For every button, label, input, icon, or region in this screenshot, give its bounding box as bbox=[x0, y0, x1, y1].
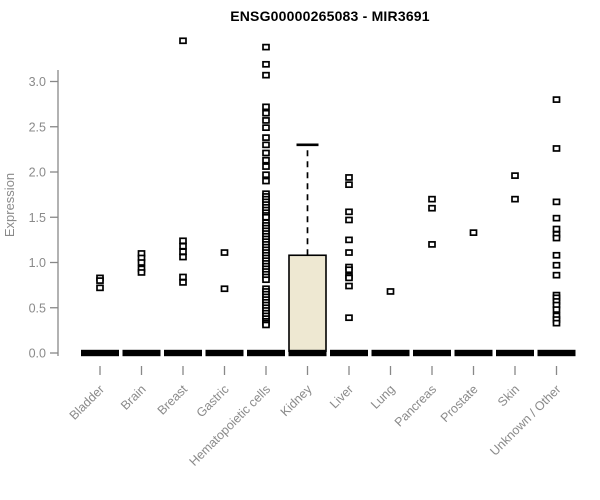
data-point bbox=[552, 251, 561, 259]
data-point bbox=[345, 314, 353, 322]
data-point bbox=[262, 163, 270, 170]
x-axis-category-label: Bladder bbox=[67, 382, 107, 422]
data-point bbox=[179, 248, 187, 255]
y-axis-tick-label: 0.0 bbox=[29, 347, 46, 361]
median-zero-bar bbox=[205, 349, 244, 357]
data-point bbox=[345, 174, 353, 181]
data-point bbox=[262, 43, 270, 51]
y-axis-tick-label: 2.0 bbox=[29, 166, 46, 180]
median-zero-bar bbox=[454, 349, 493, 357]
data-point bbox=[552, 306, 561, 313]
y-axis-tick-label: 0.5 bbox=[29, 301, 46, 315]
x-axis-category-label: Prostate bbox=[438, 382, 481, 425]
x-axis-category-label: Breast bbox=[155, 382, 191, 418]
data-point bbox=[262, 60, 270, 68]
x-axis-category-label: Hematopoietic cells bbox=[187, 382, 274, 469]
data-point bbox=[552, 145, 561, 152]
data-point bbox=[179, 237, 187, 245]
data-point bbox=[428, 195, 436, 203]
x-axis-category-label: Pancreas bbox=[392, 382, 439, 429]
data-point bbox=[345, 236, 353, 244]
data-point bbox=[179, 279, 187, 286]
data-point bbox=[552, 198, 561, 206]
median-zero-bar bbox=[247, 349, 285, 357]
x-axis-category-label: Lung bbox=[368, 382, 398, 412]
data-point bbox=[262, 149, 270, 157]
data-point bbox=[552, 234, 561, 242]
x-axis-category-label: Unknown / Other bbox=[487, 382, 563, 458]
x-axis-category-label: Kidney bbox=[278, 382, 315, 419]
x-axis-category-label: Brain bbox=[118, 382, 149, 413]
data-point bbox=[345, 208, 353, 216]
median-zero-bar bbox=[371, 349, 410, 357]
data-point bbox=[262, 134, 270, 141]
data-point bbox=[511, 195, 519, 203]
data-point bbox=[262, 156, 270, 164]
median-zero-bar bbox=[122, 349, 161, 357]
x-axis-category-label: Liver bbox=[327, 382, 356, 411]
y-axis-tick-label: 1.0 bbox=[29, 256, 46, 270]
median-zero-bar bbox=[496, 349, 534, 357]
data-point bbox=[552, 96, 561, 103]
data-point bbox=[220, 249, 229, 256]
data-point bbox=[345, 266, 353, 274]
data-point bbox=[428, 204, 436, 212]
x-axis-category-label: Gastric bbox=[194, 382, 232, 420]
data-point bbox=[262, 117, 270, 124]
y-axis-tick-label: 1.5 bbox=[29, 211, 46, 225]
data-point bbox=[96, 284, 104, 292]
median-zero-bar bbox=[81, 349, 119, 357]
data-point bbox=[137, 269, 146, 276]
data-point bbox=[511, 172, 519, 179]
median-zero-bar bbox=[164, 349, 202, 357]
data-point bbox=[469, 229, 478, 236]
data-point bbox=[262, 71, 270, 79]
data-point bbox=[262, 177, 270, 185]
data-point bbox=[96, 277, 104, 284]
data-point bbox=[345, 274, 353, 282]
median-zero-bar bbox=[537, 349, 576, 357]
data-point bbox=[262, 141, 270, 149]
data-point bbox=[179, 37, 187, 45]
data-point bbox=[428, 241, 436, 248]
data-point bbox=[552, 225, 561, 233]
data-point bbox=[179, 253, 187, 261]
data-point bbox=[386, 288, 395, 295]
data-point bbox=[552, 319, 561, 327]
data-point bbox=[262, 321, 270, 329]
data-point bbox=[262, 276, 270, 284]
data-point bbox=[345, 249, 353, 256]
median-zero-bar bbox=[288, 349, 327, 357]
x-axis-category-label: Skin bbox=[495, 382, 522, 409]
data-point bbox=[262, 109, 270, 117]
data-point bbox=[262, 103, 270, 111]
data-point bbox=[552, 271, 561, 279]
median-zero-bar bbox=[330, 349, 368, 357]
data-point bbox=[179, 242, 187, 250]
data-point bbox=[262, 213, 270, 221]
data-point bbox=[345, 181, 353, 189]
y-axis-tick-label: 3.0 bbox=[29, 75, 46, 89]
data-point bbox=[262, 171, 270, 179]
box-iqr bbox=[288, 254, 327, 352]
data-point bbox=[220, 285, 229, 293]
y-axis-tick-label: 2.5 bbox=[29, 120, 46, 134]
data-point bbox=[137, 259, 146, 266]
data-point bbox=[179, 273, 187, 281]
data-point bbox=[552, 261, 561, 269]
chart-title: ENSG00000265083 - MIR3691 bbox=[230, 8, 430, 24]
y-axis-title: Expression bbox=[2, 173, 17, 237]
data-point bbox=[345, 282, 353, 290]
median-zero-bar bbox=[413, 349, 451, 357]
data-point bbox=[262, 124, 270, 132]
data-point bbox=[345, 216, 353, 224]
data-point bbox=[552, 214, 561, 222]
